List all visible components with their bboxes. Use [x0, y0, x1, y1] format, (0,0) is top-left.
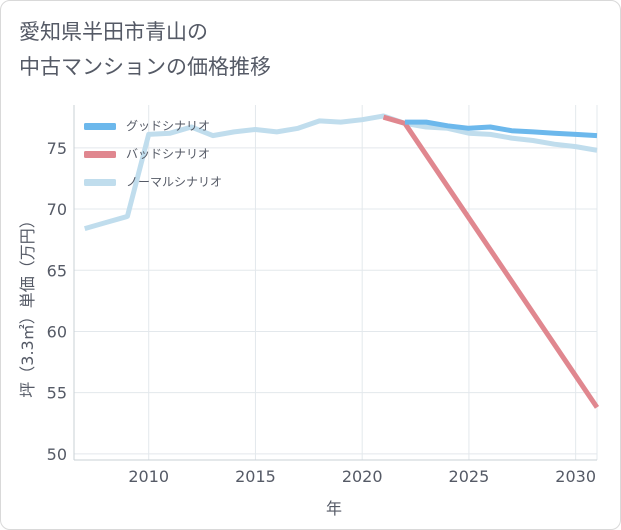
y-tick-label: 55: [47, 384, 67, 403]
y-tick-label: 70: [47, 200, 67, 219]
series-line-0: [404, 119, 598, 139]
y-tick-label: 65: [47, 261, 67, 280]
x-tick-label: 2025: [449, 467, 490, 486]
y-axis-label: 坪（3.3㎡）単価（万円）: [18, 212, 37, 397]
tick-labels: 50 55 60 65 70 75 2010 2015 2020 2025 2030: [47, 139, 596, 486]
legend-swatch: [84, 179, 116, 186]
x-tick-label: 2010: [128, 467, 169, 486]
y-tick-label: 75: [47, 139, 67, 158]
x-tick-label: 2015: [235, 467, 276, 486]
x-tick-label: 2020: [342, 467, 383, 486]
axes: [73, 105, 598, 461]
series-line-1: [382, 114, 600, 409]
y-tick-label: 60: [47, 322, 67, 341]
chart-title: 愛知県半田市青山の 中古マンションの価格推移: [19, 20, 271, 79]
legend-label: グッドシナリオ: [126, 119, 210, 133]
x-tick-label: 2030: [555, 467, 596, 486]
grid: [74, 105, 597, 460]
series-line-2: [84, 113, 598, 232]
x-axis-label: 年: [326, 499, 342, 518]
series-lines: [84, 113, 600, 409]
legend-label: ノーマルシナリオ: [126, 175, 222, 189]
legend-label: バッドシナリオ: [126, 147, 210, 161]
y-tick-label: 50: [47, 445, 67, 464]
legend-swatch: [84, 151, 116, 158]
legend-swatch: [84, 123, 116, 130]
